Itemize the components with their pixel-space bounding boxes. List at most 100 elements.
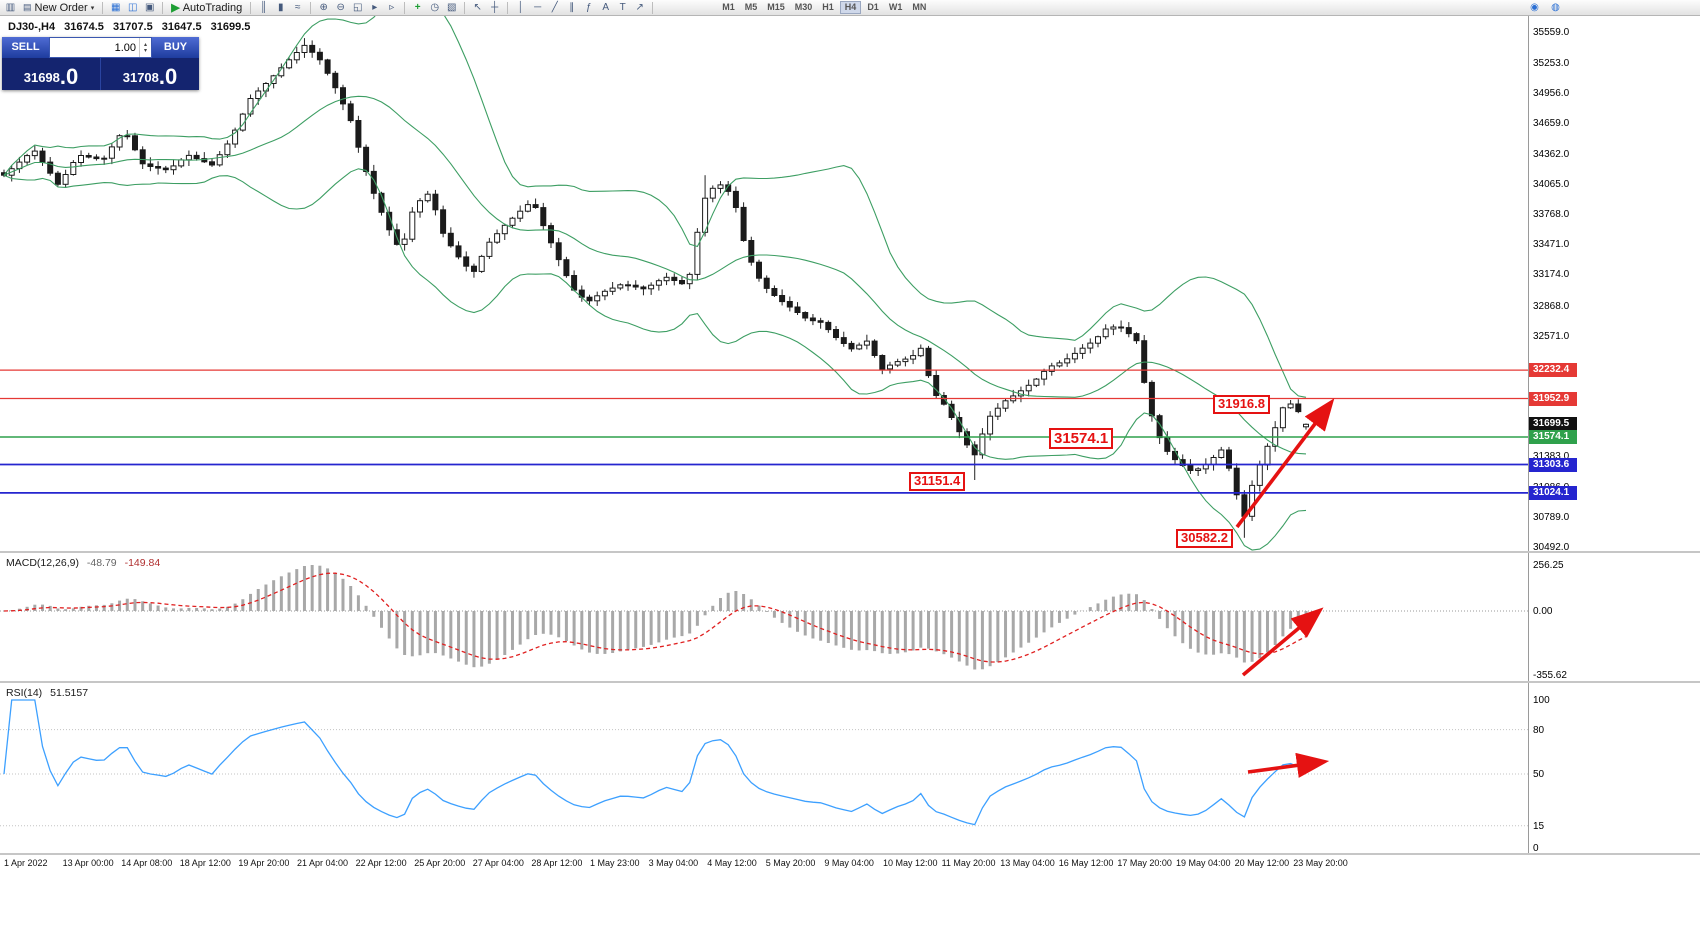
- volume-up-icon[interactable]: ▴: [143, 41, 147, 48]
- candle-body: [478, 255, 485, 272]
- periods-clock-icon[interactable]: ◷: [430, 2, 440, 13]
- price-annotation[interactable]: 31916.8: [1213, 395, 1270, 414]
- sell-button[interactable]: SELL: [2, 37, 49, 58]
- price-level-badge: 32232.4: [1529, 363, 1577, 378]
- rsi-scale-label: 80: [1533, 724, 1545, 736]
- candle-body: [594, 295, 601, 302]
- candle-body: [979, 433, 986, 456]
- timeframe-button-h4[interactable]: H4: [839, 1, 862, 14]
- channel-icon[interactable]: ∥: [569, 2, 575, 13]
- buy-price[interactable]: 31708.0: [100, 58, 199, 90]
- candle-body: [139, 149, 146, 165]
- tile-windows-icon[interactable]: ◱: [352, 2, 363, 13]
- candlestick-chart-icon[interactable]: ▮: [277, 2, 284, 13]
- candle-body: [1133, 333, 1140, 342]
- horizontal-line-icon[interactable]: ─: [534, 2, 542, 13]
- sell-price[interactable]: 31698.0: [2, 58, 100, 90]
- symbol-timeframe: DJ30-,H4: [8, 21, 56, 33]
- trendline-icon[interactable]: ╱: [551, 2, 558, 13]
- new-chart-icon[interactable]: ▥: [5, 2, 16, 13]
- candle-body: [1303, 423, 1309, 428]
- text-tool-icon[interactable]: A: [602, 2, 610, 13]
- zoom-in-icon[interactable]: ⊕: [319, 2, 328, 13]
- crosshair-icon[interactable]: ┼: [491, 2, 499, 13]
- timeframe-button-m5[interactable]: M5: [744, 2, 758, 12]
- timeframe-button-h1[interactable]: H1: [822, 2, 834, 12]
- candle-body: [78, 155, 84, 163]
- candle-body: [370, 170, 377, 194]
- trend-arrow[interactable]: [1235, 398, 1335, 529]
- templates-icon[interactable]: ▧: [446, 2, 457, 13]
- new-order-button[interactable]: ▤ New Order ▾: [19, 1, 98, 15]
- candle-body: [471, 265, 477, 272]
- fibonacci-icon[interactable]: ƒ: [585, 2, 592, 13]
- macd-scale-label: -355.62: [1533, 670, 1567, 681]
- chat-icon[interactable]: ◉: [1530, 2, 1539, 13]
- rsi-trend-arrow[interactable]: [1247, 752, 1330, 778]
- candle-body: [1079, 347, 1086, 354]
- time-axis-label: 18 Apr 12:00: [179, 858, 231, 868]
- sell-price-pips: .0: [59, 64, 79, 89]
- timeframe-button-mn[interactable]: MN: [912, 2, 927, 12]
- volume-down-icon[interactable]: ▾: [143, 47, 147, 54]
- vertical-line-icon[interactable]: │: [517, 2, 524, 13]
- time-axis-label: 5 May 20:00: [765, 858, 816, 868]
- rsi-scale-label: 15: [1533, 820, 1545, 832]
- volume-field[interactable]: 1.00 ▴ ▾: [49, 37, 152, 58]
- close-value: 31699.5: [210, 21, 251, 33]
- candle-body: [39, 150, 46, 163]
- chart-shift-icon[interactable]: ▹: [389, 2, 395, 13]
- bar-chart-icon[interactable]: ║: [260, 2, 268, 13]
- buy-button[interactable]: BUY: [152, 37, 199, 58]
- macd-panel[interactable]: MACD(12,26,9) -48.79 -149.84: [0, 553, 1528, 681]
- chart-area[interactable]: DJ30-,H4 31674.5 31707.5 31647.5 31699.5…: [0, 16, 1528, 551]
- time-axis-label: 19 Apr 20:00: [238, 858, 290, 868]
- line-chart-icon[interactable]: ≈: [294, 2, 301, 13]
- timeframe-button-d1[interactable]: D1: [867, 2, 879, 12]
- label-tool-icon[interactable]: T: [619, 2, 626, 13]
- arrow-object-icon[interactable]: ↗: [635, 2, 644, 13]
- time-axis-label: 19 May 04:00: [1176, 858, 1231, 868]
- data-window-icon[interactable]: ▣: [144, 2, 155, 13]
- time-scale[interactable]: 1 Apr 2022 13 Apr 00:00 14 Apr 08:00 18 Apr…: [0, 855, 1528, 873]
- bollinger-middle-band: [3, 95, 1307, 455]
- toolbar: ▥ ▤ New Order ▾ ▦ ◫ ▣ ▶ AutoTrading ║ ▮ …: [0, 0, 1700, 16]
- candle-body: [1095, 336, 1101, 344]
- market-watch-icon[interactable]: ◫: [127, 2, 138, 13]
- candlestick-chart[interactable]: [0, 16, 1528, 551]
- candle-body: [47, 161, 54, 174]
- candle-body: [786, 301, 793, 308]
- panel-separator[interactable]: [0, 551, 1700, 553]
- community-icon[interactable]: ◍: [1551, 2, 1560, 13]
- candle-body: [879, 355, 886, 370]
- panel-separator[interactable]: [0, 853, 1700, 855]
- candle-body: [679, 280, 685, 285]
- price-annotation[interactable]: 30582.2: [1176, 529, 1233, 548]
- rsi-panel[interactable]: RSI(14) 51.5157: [0, 683, 1528, 853]
- cursor-icon[interactable]: ↖: [473, 2, 482, 13]
- timeframe-button-m15[interactable]: M15: [767, 2, 785, 12]
- candle-body: [671, 276, 678, 281]
- chart-window-icon[interactable]: ▦: [110, 2, 121, 13]
- macd-trend-arrow[interactable]: [1241, 607, 1324, 677]
- autotrading-button[interactable]: ▶ AutoTrading: [167, 1, 246, 15]
- candle-body: [1279, 407, 1286, 429]
- rsi-line: [3, 699, 1307, 826]
- candle-body: [887, 364, 893, 370]
- add-indicator-icon[interactable]: +: [414, 2, 421, 13]
- candle-body: [848, 342, 855, 350]
- timeframe-button-m1[interactable]: M1: [722, 2, 735, 12]
- price-annotation[interactable]: 31151.4: [909, 472, 966, 491]
- candle-body: [486, 241, 493, 257]
- candle-body: [1287, 403, 1294, 409]
- price-annotation[interactable]: 31574.1: [1049, 428, 1114, 450]
- price-level-badge: 31952.9: [1529, 391, 1577, 406]
- auto-scroll-icon[interactable]: ▸: [372, 2, 378, 13]
- high-value: 31707.5: [112, 21, 153, 33]
- candle-body: [640, 286, 647, 290]
- timeframe-button-w1[interactable]: W1: [888, 2, 903, 12]
- panel-separator[interactable]: [0, 681, 1700, 683]
- candle-body: [863, 340, 870, 346]
- timeframe-button-m30[interactable]: M30: [794, 2, 813, 12]
- zoom-out-icon[interactable]: ⊖: [336, 2, 345, 13]
